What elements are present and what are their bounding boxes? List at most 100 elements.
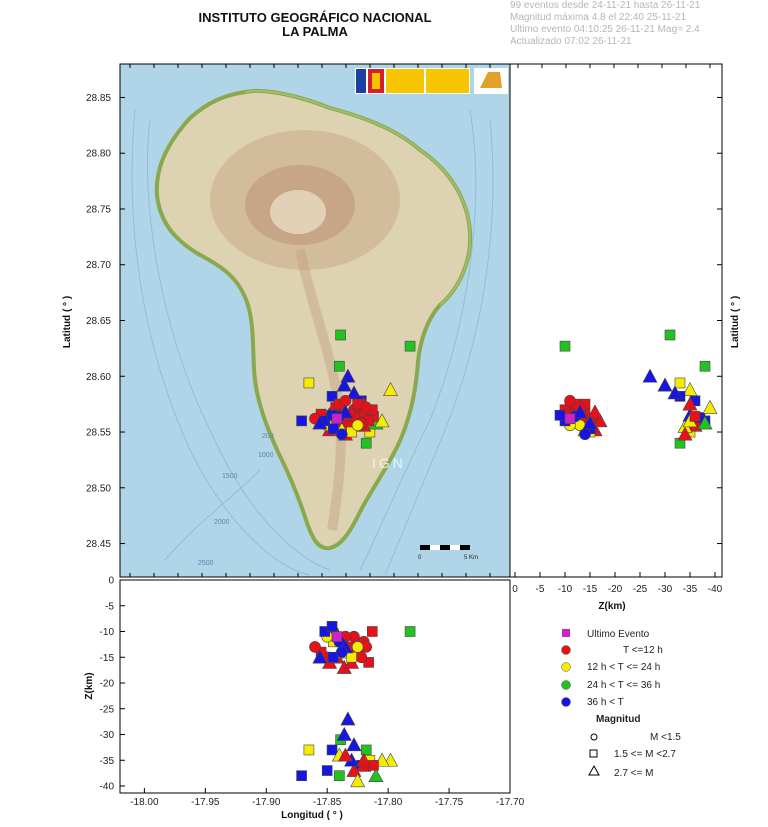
lon-depth-xlabel: Longitud ( ° ): [281, 810, 343, 821]
contour-label: 200: [262, 433, 274, 440]
event-marker-depth-lat: [554, 409, 566, 421]
event-marker-lon-depth: [326, 744, 338, 756]
lon-xtick-label: -17.85: [313, 797, 342, 808]
depth-xtick-label: -35: [683, 584, 698, 595]
event-marker-map: [334, 360, 345, 372]
legend-magnitude-label: 1.5 <= M <2.7: [614, 749, 676, 760]
depth-lat-ylabel: Latitud ( ° ): [730, 296, 741, 348]
lon-xtick-label: -17.95: [191, 797, 220, 808]
event-marker-map: [351, 419, 364, 432]
event-marker-lon-depth: [303, 744, 315, 756]
event-marker-depth-lat: [657, 377, 673, 392]
depth-xtick-label: -20: [608, 584, 623, 595]
legend-label: 24 h < T <= 36 h: [587, 680, 660, 691]
legend-swatch-blue: [561, 697, 571, 707]
lon-depth-frame: [119, 579, 511, 794]
chart-subtitle: LA PALMA: [282, 24, 348, 39]
event-marker-lon-depth: [331, 631, 343, 642]
event-marker-depth-lat: [667, 385, 683, 400]
lon-xtick-label: -17.80: [374, 797, 403, 808]
event-marker-lon-depth: [326, 621, 338, 632]
lon-xtick-label: -17.75: [435, 797, 464, 808]
depth-ytick-label: -5: [105, 601, 114, 612]
event-marker-lon-depth: [350, 773, 366, 788]
depth-xtick-label: 0: [512, 584, 518, 595]
ign-watermark: IGN: [372, 455, 406, 471]
event-marker-lon-depth: [340, 711, 356, 726]
contour-label: 2000: [214, 519, 230, 526]
scale-label: 5 Km: [464, 555, 478, 561]
event-marker-depth-lat: [579, 428, 591, 441]
event-marker-depth-lat: [674, 377, 686, 389]
legend-swatch-yellow: [561, 662, 571, 672]
event-marker-depth-lat: [592, 413, 608, 428]
depth-lat-xlabel: Z(km): [598, 601, 625, 612]
anniversary-logo: [480, 72, 502, 88]
contour-label: 1000: [258, 452, 274, 459]
event-marker-lon-depth: [312, 649, 328, 664]
legend-magnitude-circle-icon: [590, 733, 598, 741]
event-marker-lon-depth: [355, 651, 368, 664]
event-marker-map: [360, 437, 372, 449]
event-marker-lon-depth: [346, 651, 357, 663]
bathymetry-line: [359, 109, 477, 571]
event-markers: [296, 329, 718, 788]
event-marker-depth-lat: [689, 411, 701, 422]
ministry-logo: [386, 69, 424, 93]
event-marker-depth-lat: [697, 415, 713, 430]
event-marker-depth-lat: [559, 340, 571, 352]
map-ytick-label: 28.45: [86, 539, 111, 550]
event-marker-lon-depth: [366, 626, 378, 637]
map-ytick-label: 28.65: [86, 316, 111, 327]
event-marker-depth-lat: [582, 415, 598, 430]
depth-xtick-label: -30: [658, 584, 673, 595]
map-ytick-label: 28.75: [86, 204, 111, 215]
ign-logo: [426, 69, 469, 93]
event-marker-map: [331, 413, 343, 424]
legend-swatch-green: [561, 680, 571, 690]
lon-xtick-label: -17.70: [496, 797, 525, 808]
event-marker-lon-depth: [346, 737, 362, 752]
map-ytick-label: 28.60: [86, 372, 111, 383]
contour-label: 1500: [222, 473, 238, 480]
event-marker-map: [312, 415, 328, 430]
event-marker-lon-depth: [360, 744, 372, 756]
scale-bar-segment: [450, 545, 460, 550]
scale-label: 0: [418, 555, 422, 561]
map-ylabel: Latitud ( ° ): [62, 296, 73, 348]
spain-coat-of-arms-logo: [372, 73, 380, 89]
event-marker-depth-lat: [677, 426, 693, 441]
event-marker-depth-lat: [564, 413, 576, 424]
lon-depth-ylabel: Z(km): [84, 672, 95, 699]
legend-swatch-last-event: [562, 629, 570, 637]
depth-ytick-label: -40: [100, 782, 115, 793]
event-marker-lon-depth: [309, 641, 321, 653]
lon-xtick-label: -17.90: [252, 797, 281, 808]
axes-ticks: 28.85 28.80 28.75 28.70 28.65 28.60 28.55 28.50…: [86, 64, 723, 808]
event-marker-lon-depth: [327, 651, 339, 663]
scale-bar-segment: [430, 545, 440, 550]
legend-magnitude-label: M <1.5: [650, 732, 681, 743]
event-marker-depth-lat: [572, 404, 588, 419]
event-marker-lon-depth: [336, 646, 348, 658]
event-marker-depth-lat: [564, 394, 576, 407]
map-ytick-label: 28.50: [86, 483, 111, 494]
map-panel: 200 1000 1500 2000 2500 IGN 0 5 Km: [119, 63, 511, 578]
depth-lat-frame: [509, 63, 723, 578]
event-marker-lon-depth: [356, 752, 372, 767]
bathymetry-line: [131, 109, 311, 576]
depth-ytick-label: 0: [108, 576, 114, 587]
info-event-count: 99 eventos desde 24-11-21 hasta 26-11-21: [510, 0, 701, 11]
lon-xtick-label: -18.00: [130, 797, 159, 808]
depth-xtick-label: -25: [633, 584, 648, 595]
depth-xtick-label: -5: [536, 584, 545, 595]
bathymetry-line: [164, 469, 261, 561]
event-marker-lon-depth: [404, 626, 416, 637]
event-marker-map: [335, 329, 346, 341]
map-ytick-label: 28.85: [86, 93, 111, 104]
bathymetry-line: [384, 119, 494, 576]
legend-label: Ultimo Evento: [587, 629, 650, 640]
depth-ytick-label: -15: [100, 653, 115, 664]
info-max-magnitude: Magnitud máxima 4.8 el 22:40 25-11-21: [510, 12, 687, 23]
